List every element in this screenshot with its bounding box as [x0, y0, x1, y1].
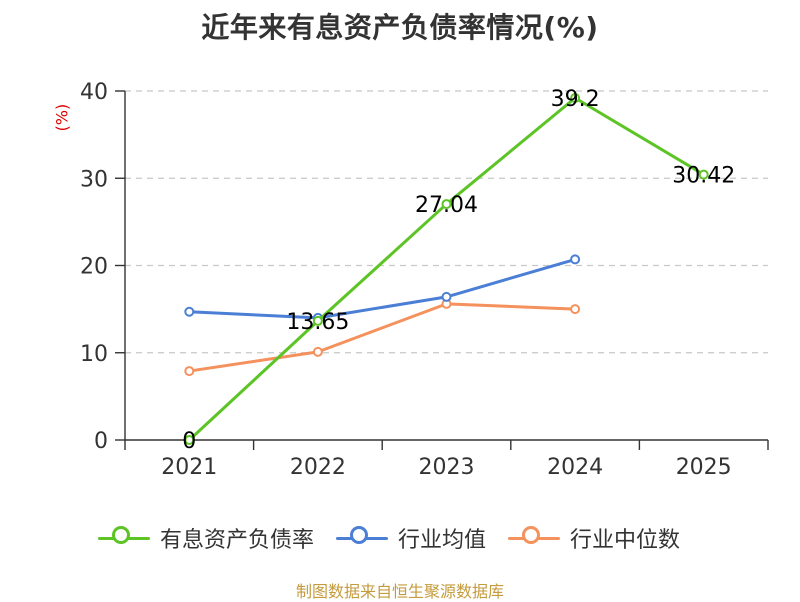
legend-marker-series-1	[336, 526, 389, 550]
legend-circle-series-1	[350, 526, 369, 544]
series-0-point-3	[570, 92, 581, 103]
labels-group: 0 13.65 27.04 39.2 30.42	[182, 87, 735, 454]
series-2-point-1	[312, 346, 323, 357]
data-label-series-0-4: 30.42	[672, 164, 735, 189]
data-label-series-0-1: 13.65	[286, 310, 349, 335]
legend-marker-series-2	[508, 526, 561, 550]
y-tick-label-3: 30	[80, 167, 108, 192]
series-2-point-3	[570, 304, 581, 315]
legend-label-series-1: 行业均值	[398, 528, 487, 553]
series-1-point-2	[441, 291, 452, 302]
series-2-point-0	[184, 366, 195, 377]
legend-label-series-0: 有息资产负债率	[160, 528, 315, 553]
y-tick-label-0: 0	[94, 429, 108, 454]
data-label-series-0-0: 0	[182, 429, 196, 454]
series-group	[184, 92, 709, 445]
x-tick-label-2: 2023	[419, 455, 475, 480]
chart-title: 近年来有息资产负债率情况(%)	[201, 11, 599, 44]
series-0-point-4	[698, 169, 709, 180]
y-tick-label-4: 40	[80, 80, 108, 105]
source-note: 制图数据来自恒生聚源数据库	[295, 582, 504, 601]
data-label-series-0-2: 27.04	[415, 193, 478, 218]
legend-circle-series-0	[112, 526, 130, 544]
series-line-2	[187, 302, 577, 373]
series-1-point-3	[570, 254, 581, 265]
legend-circle-series-2	[522, 526, 541, 544]
x-tick-label-0: 2021	[161, 455, 217, 480]
series-line-1	[187, 257, 577, 320]
series-line-0	[187, 96, 706, 442]
legend-item-series-1: 行业均值	[336, 522, 486, 554]
x-tick-label-1: 2022	[290, 455, 346, 480]
y-tick-label-1: 10	[80, 342, 108, 367]
series-0-point-2	[441, 199, 452, 210]
data-label-series-0-3: 39.2	[551, 87, 600, 112]
legend-item-series-0: 有息资产负债率	[98, 522, 314, 554]
series-0-point-1	[312, 315, 323, 326]
y-tick-label-2: 20	[80, 255, 108, 280]
series-0-point-0	[184, 435, 195, 445]
x-tick-label-4: 2025	[676, 455, 732, 480]
axis-group: 0 10 20 30 40 2021 2022 2023 2024 2025	[80, 80, 769, 480]
legend-label-series-2: 行业中位数	[570, 528, 681, 553]
x-tick-label-3: 2024	[547, 455, 603, 480]
series-1-point-0	[184, 306, 195, 317]
grid-group	[125, 90, 768, 354]
chart-legend: 有息资产负债率 行业均值 行业中位数	[98, 520, 680, 556]
legend-marker-series-0	[98, 526, 150, 550]
legend-item-series-2: 行业中位数	[508, 522, 680, 554]
